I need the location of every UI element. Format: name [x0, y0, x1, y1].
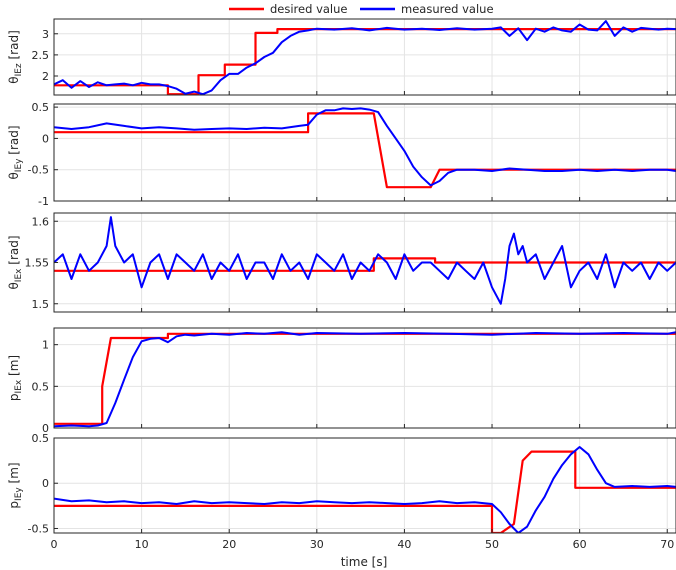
axes-frame [53, 327, 676, 429]
panel-3: 0 0.5 1 pIEx [m] [7, 327, 676, 435]
x-axis-label: time [s] [341, 555, 388, 569]
y-tick-label: 0.5 [32, 380, 50, 393]
y-axis-label: pIEy [m] [7, 462, 24, 508]
panel-1: -1 -0.5 0 0.5 θIEy [rad] [7, 101, 676, 208]
x-tick-label: 10 [135, 538, 149, 551]
y-axis-label: θIEy [rad] [7, 125, 24, 179]
x-tick-label: 70 [660, 538, 674, 551]
y-tick-label: 1.5 [32, 298, 50, 311]
measured-value-line-2 [54, 216, 676, 305]
panel-0: 2 2.5 3 θIEz [rad] [7, 18, 676, 96]
desired-value-line-2 [54, 257, 676, 272]
legend-label-desired: desired value [270, 2, 347, 16]
y-tick-label: 0.5 [32, 432, 50, 445]
measured-value-line-0 [54, 20, 676, 95]
axes-frame [53, 437, 676, 534]
y-tick-label: -1 [38, 195, 49, 208]
y-tick-label: 0 [42, 477, 49, 490]
panel-2: 1.5 1.55 1.6 θIEx [rad] [7, 212, 676, 313]
y-axis-label: pIEx [m] [7, 355, 24, 401]
desired-value-line-4 [54, 450, 676, 533]
x-tick-label: 40 [397, 538, 411, 551]
y-axis-label: θIEz [rad] [7, 30, 24, 84]
y-tick-label: 0.5 [32, 101, 50, 114]
x-tick-label: 30 [310, 538, 324, 551]
y-tick-label: 1.6 [32, 215, 50, 228]
legend: desired value measured value [229, 2, 494, 16]
measured-value-line-4 [54, 446, 676, 533]
x-tick-label: 0 [51, 538, 58, 551]
y-tick-label: 0 [42, 132, 49, 145]
y-tick-label: -0.5 [28, 164, 49, 177]
axes-frame [53, 103, 676, 202]
legend-label-measured: measured value [401, 2, 494, 16]
desired-value-line-1 [54, 112, 676, 189]
y-tick-label: 2 [42, 70, 49, 83]
measured-value-line-3 [54, 331, 676, 428]
y-tick-label: 1 [42, 339, 49, 352]
y-tick-label: 0 [42, 422, 49, 435]
x-tick-label: 50 [485, 538, 499, 551]
y-tick-label: 3 [42, 28, 49, 41]
y-axis-label: θIEx [rad] [7, 235, 24, 289]
axes-frame [53, 18, 676, 96]
desired-value-line-3 [54, 332, 676, 425]
x-tick-label: 60 [573, 538, 587, 551]
y-tick-label: -0.5 [28, 522, 49, 535]
y-tick-label: 1.55 [25, 257, 50, 270]
x-tick-label: 20 [222, 538, 236, 551]
desired-value-line-0 [54, 28, 676, 95]
y-tick-label: 2.5 [32, 49, 50, 62]
measured-value-line-1 [54, 107, 676, 187]
